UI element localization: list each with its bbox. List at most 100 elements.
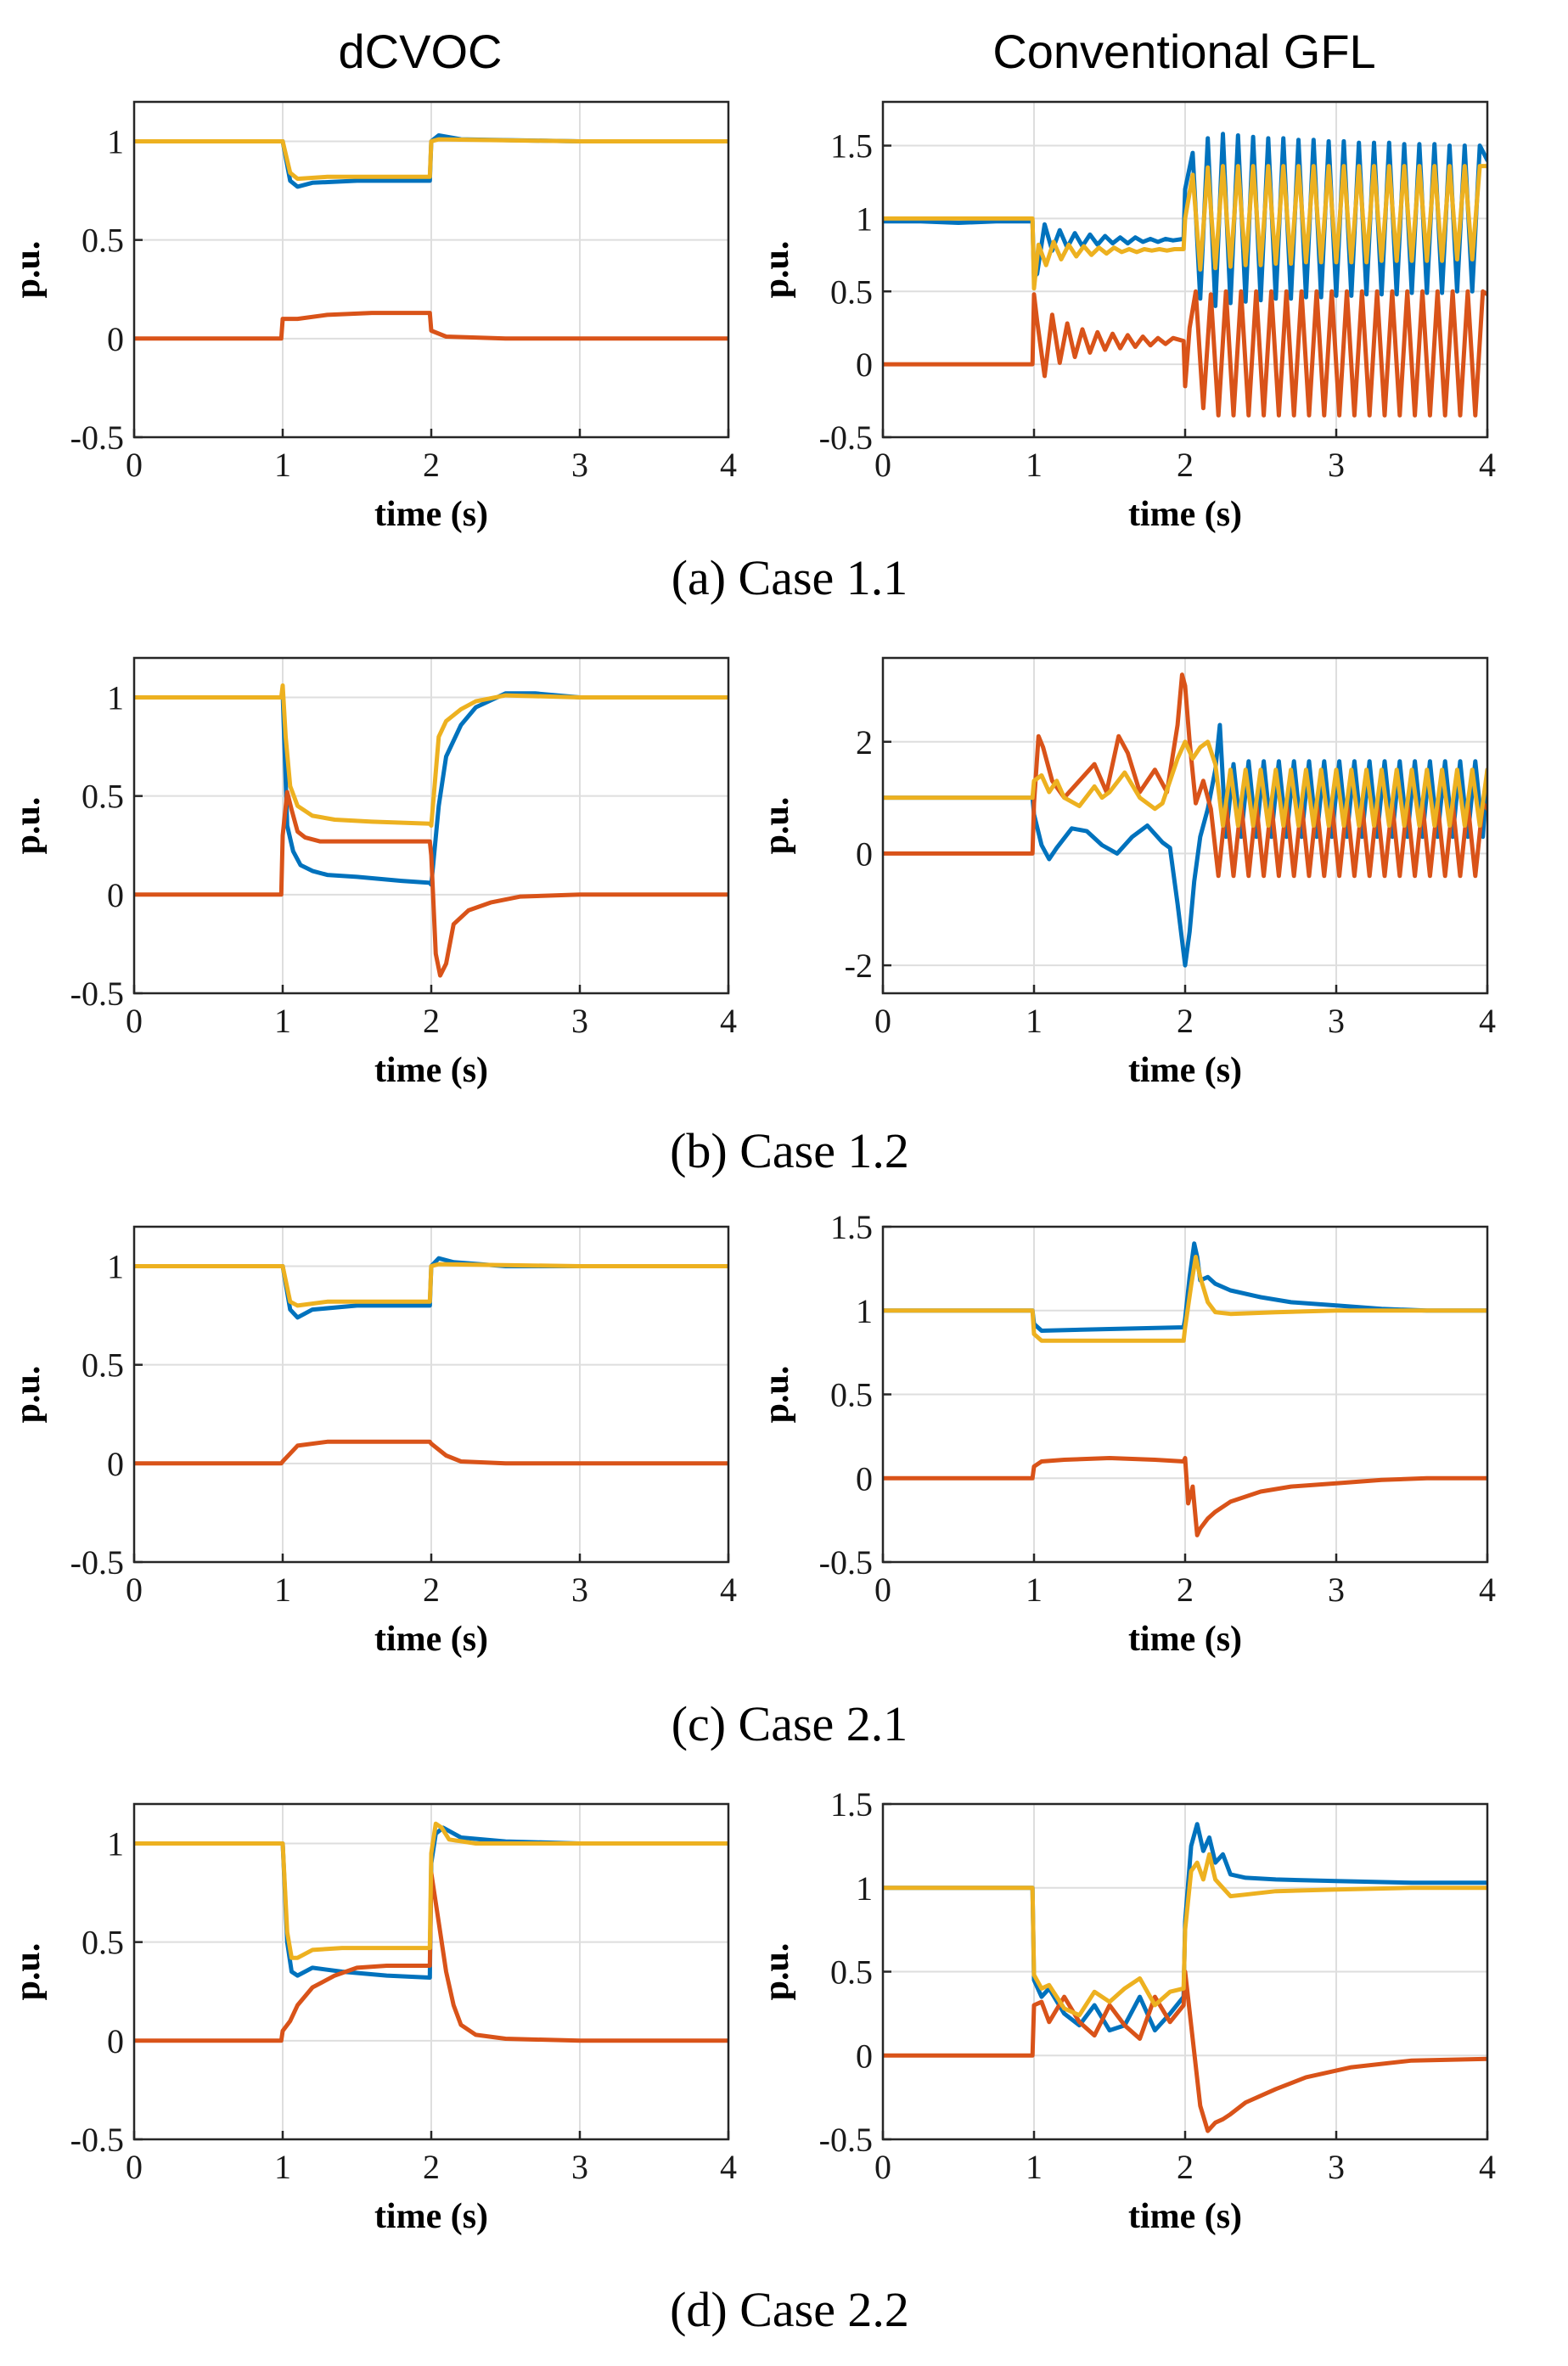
x-tick-label: 4 [720, 1002, 737, 1040]
series-line-2 [883, 289, 1487, 418]
series-line-3 [883, 739, 1487, 828]
x-tick-label: 2 [1177, 1002, 1194, 1040]
y-axis-label: p.u. [8, 1366, 48, 1424]
series-line-1 [883, 1822, 1487, 2033]
y-tick-label: 0 [107, 876, 124, 914]
y-tick-label: 1.5 [830, 1208, 873, 1246]
series-group [883, 132, 1487, 418]
series-line-2 [134, 1439, 728, 1466]
x-tick-label: 0 [874, 446, 891, 484]
series-group [134, 683, 728, 978]
x-tick-label: 1 [274, 1571, 291, 1609]
series-group [883, 1822, 1487, 2133]
y-tick-label: 1 [856, 1292, 873, 1330]
y-tick-label: 0.5 [81, 778, 124, 816]
x-tick-label: 0 [874, 2148, 891, 2186]
y-tick-label: 1.5 [830, 127, 873, 166]
caption-d: (d) Case 2.2 [670, 2282, 909, 2337]
axes-frame [132, 100, 730, 439]
series-line-3 [883, 164, 1487, 291]
y-tick-label: 0.5 [830, 1953, 873, 1992]
x-axis-label: time (s) [374, 2197, 488, 2236]
series-line-3 [134, 1262, 728, 1308]
x-tick-label: 3 [1328, 446, 1345, 484]
y-tick-label: 1 [856, 200, 873, 238]
caption-b: (b) Case 1.2 [670, 1123, 909, 1178]
series-line-2 [134, 1870, 728, 2043]
series-line-1 [883, 722, 1487, 968]
y-axis-label: p.u. [8, 241, 48, 299]
axes-frame [132, 656, 730, 995]
x-tick-label: 0 [126, 1002, 143, 1040]
x-tick-label: 2 [423, 1571, 440, 1609]
y-tick-label: -0.5 [70, 419, 124, 457]
y-tick-label: -0.5 [70, 2121, 124, 2159]
y-tick-label: 0.5 [830, 1376, 873, 1414]
y-axis-label: p.u. [8, 797, 48, 855]
x-tick-label: 1 [1026, 2148, 1043, 2186]
y-tick-label: -0.5 [819, 1543, 873, 1582]
y-axis-label: p.u. [757, 241, 796, 299]
x-axis-label: time (s) [1128, 1620, 1242, 1659]
x-tick-label: 1 [1026, 1571, 1043, 1609]
y-tick-label: 2 [856, 723, 873, 762]
series-group [134, 133, 728, 341]
series-line-3 [134, 683, 728, 828]
series-line-2 [883, 672, 1487, 879]
y-tick-label: 1 [107, 1247, 124, 1285]
y-tick-label: 1 [856, 1869, 873, 1908]
y-tick-label: -2 [845, 947, 873, 985]
x-tick-label: 4 [1479, 1571, 1496, 1609]
series-line-3 [883, 1852, 1487, 2018]
x-tick-label: 1 [1026, 446, 1043, 484]
x-tick-label: 4 [1479, 446, 1496, 484]
axes-frame [881, 100, 1489, 439]
x-tick-label: 1 [274, 446, 291, 484]
y-tick-label: 1 [107, 678, 124, 717]
x-tick-label: 3 [571, 2148, 588, 2186]
x-tick-label: 2 [1177, 2148, 1194, 2186]
y-tick-label: 0 [107, 1445, 124, 1483]
y-tick-label: 0 [107, 320, 124, 358]
y-tick-label: -0.5 [70, 975, 124, 1013]
x-tick-label: 4 [1479, 2148, 1496, 2186]
x-tick-label: 4 [720, 1571, 737, 1609]
y-tick-label: -0.5 [819, 419, 873, 457]
x-tick-label: 0 [874, 1571, 891, 1609]
x-tick-label: 3 [1328, 2148, 1345, 2186]
y-tick-label: 0 [856, 346, 873, 384]
x-tick-label: 0 [874, 1002, 891, 1040]
series-line-3 [134, 1821, 728, 1960]
series-line-2 [134, 790, 728, 978]
series-group [883, 1241, 1487, 1537]
y-tick-label: 0 [856, 1459, 873, 1498]
x-axis-label: time (s) [374, 1051, 488, 1090]
caption-c: (c) Case 2.1 [672, 1696, 908, 1751]
x-tick-label: 3 [571, 1571, 588, 1609]
y-tick-label: 1 [107, 1824, 124, 1863]
x-axis-label: time (s) [1128, 2197, 1242, 2236]
x-tick-label: 0 [126, 1571, 143, 1609]
column-title-dcvoc: dCVOC [339, 25, 503, 78]
y-tick-label: -0.5 [819, 2121, 873, 2159]
series-line-2 [134, 311, 728, 341]
axes-frame [881, 656, 1489, 995]
axes-frame [881, 1802, 1489, 2141]
series-group [883, 672, 1487, 968]
x-tick-label: 1 [274, 1002, 291, 1040]
y-axis-label: p.u. [757, 1366, 796, 1424]
x-tick-label: 4 [720, 2148, 737, 2186]
y-tick-label: -0.5 [70, 1543, 124, 1582]
x-tick-label: 3 [571, 446, 588, 484]
x-axis-label: time (s) [1128, 1051, 1242, 1090]
x-tick-label: 3 [1328, 1002, 1345, 1040]
y-tick-label: 0.5 [81, 1924, 124, 1962]
y-axis-label: p.u. [8, 1943, 48, 2001]
